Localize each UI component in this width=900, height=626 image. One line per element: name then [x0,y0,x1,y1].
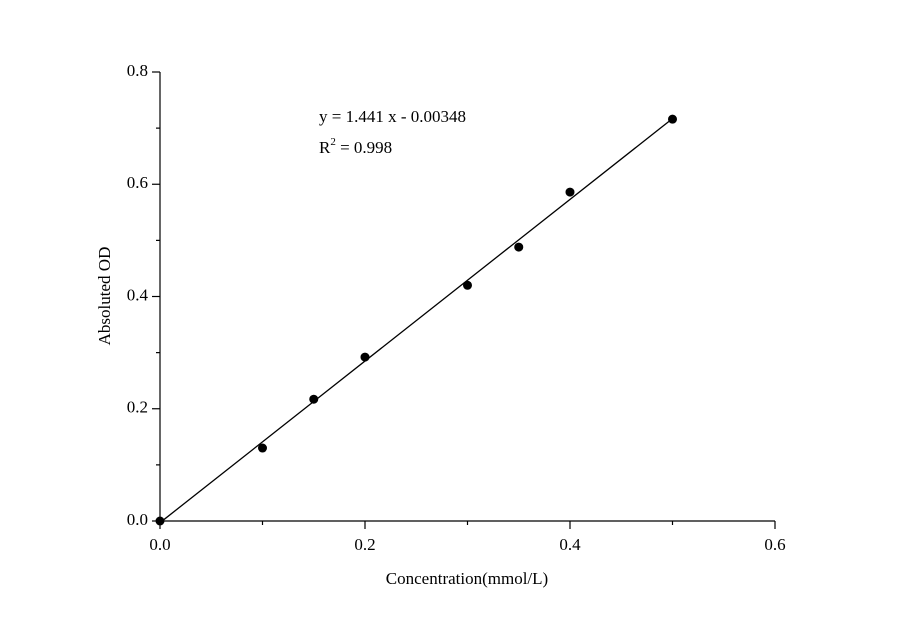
y-tick-label: 0.0 [127,510,148,529]
x-tick-label: 0.0 [149,535,170,554]
x-tick-label: 0.6 [764,535,785,554]
data-point [258,443,267,453]
fit-line [159,118,673,524]
data-point [565,187,575,197]
y-tick-label: 0.4 [127,285,149,304]
x-tick-label: 0.2 [354,535,375,554]
y-tick-label: 0.6 [127,173,148,192]
data-point [514,242,524,252]
r-squared: R2 = 0.998 [319,136,392,157]
r2-base: R [319,138,331,157]
x-axis-title: Concentration(mmol/L) [386,569,548,588]
y-axis-title: Absoluted OD [95,247,114,346]
data-point [668,114,677,124]
equation: y = 1.441 x - 0.00348 [319,107,466,126]
data-point [463,280,472,290]
data-point [360,352,370,362]
y-tick-label: 0.2 [127,398,148,417]
data-point [155,516,165,526]
r2-sup: 2 [330,136,336,148]
y-tick-label: 0.8 [127,61,148,80]
r2-text: = 0.998 [336,138,392,157]
data-point [309,394,319,404]
x-tick-label: 0.4 [559,535,581,554]
